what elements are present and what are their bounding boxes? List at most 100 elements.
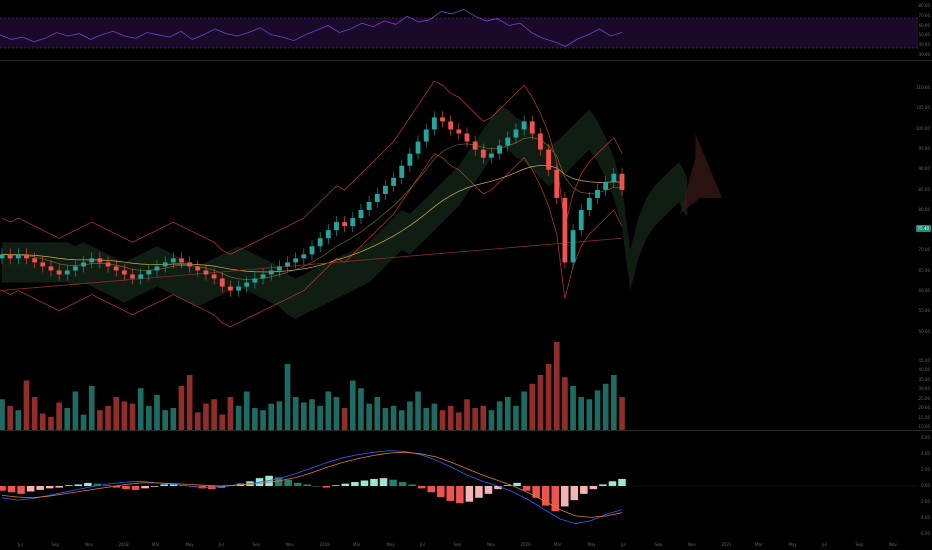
pane-divider[interactable] [0,60,932,61]
time-axis-label: May [185,542,194,547]
candle-body [415,141,421,154]
volume-bar [252,408,258,430]
volume-bar [31,397,38,430]
volume-bar [162,410,168,430]
volume-pane[interactable]: 45.00 40.00 35.00 30.00 25.00 20.00 15.00 10.00 [0,340,932,430]
macd-histogram-bar [608,481,617,486]
candle-body [448,121,454,130]
candle-body [407,153,413,166]
axis-tick-label: 70.00 [918,247,930,253]
candle-body [97,258,103,263]
volume-bar [586,399,593,430]
volume-bar [97,410,103,430]
time-axis-label: Jul [621,542,626,547]
candle-body [399,165,405,178]
candle-body [64,270,70,275]
volume-bar [366,403,372,430]
candle-body [546,149,551,170]
time-axis[interactable]: Jul Sep Nov 2018 Mar May Jul Sep Nov 2019 Mar May Ju… [0,541,918,550]
candle-body [252,278,258,283]
axis-tick-label: 60.00 [918,22,930,28]
macd-histogram-bar [332,485,340,486]
candle-body [554,169,560,198]
volume-bar [562,377,568,430]
axis-tick-label: 25.00 [918,395,930,401]
time-axis-label: 2018 [118,542,129,547]
axis-tick-label: 0.00 [921,483,930,488]
time-axis-label: Mar [554,542,562,547]
axis-tick-label: -4.00 [919,515,930,520]
volume-bar [545,364,552,430]
macd-histogram-bar [284,479,292,486]
volume-bar [72,391,79,430]
macd-histogram-bar [561,486,569,507]
volume-bar [121,401,128,430]
time-axis-label: Nov [286,542,294,547]
axis-tick-label: 2.00 [921,467,930,472]
macd-histogram-bar [26,486,35,492]
axis-tick-label: 90.00 [918,166,930,172]
macd-histogram-bar [522,486,531,491]
volume-bar [88,386,95,430]
candle-body [456,129,462,134]
macd-histogram-bar [322,486,331,488]
macd-histogram-bar [446,486,455,501]
candle-body [32,258,38,263]
axis-tick-label: 50.00 [918,328,930,334]
axis-tick-label: 30.00 [918,52,930,57]
candle-body [301,254,307,259]
future-cloud [680,133,722,215]
time-axis-label: Mar [755,542,763,547]
rsi-price-axis: 80.00 70.00 60.00 50.00 40.00 30.00 [916,0,932,58]
candle-body [366,201,372,211]
macd-histogram-bar [389,479,397,486]
macd-pane[interactable]: 6.00 4.00 2.00 0.00 -2.00 -4.00 -6.00 [0,431,932,541]
volume-bar [211,399,217,430]
macd-histogram-bar [208,486,216,490]
macd-histogram-bar [36,486,44,490]
volume-bar [456,412,462,430]
macd-histogram-bar [398,482,407,486]
volume-bar [431,403,438,430]
macd-histogram-bar [293,482,302,486]
macd-axis: 6.00 4.00 2.00 0.00 -2.00 -4.00 -6.00 [916,431,932,541]
macd-histogram-bar [618,478,626,486]
candle-body [162,262,168,267]
axis-tick-label: 60.00 [918,288,930,294]
candle-body [228,286,233,291]
axis-tick-label: 80.00 [918,3,930,8]
macd-histogram-bar [74,484,83,486]
volume-bar [194,412,201,430]
axis-tick-label: 6.00 [921,435,930,440]
candle-body [529,121,535,134]
candle-body [211,274,217,279]
candle-body [7,254,13,259]
candle-body [440,117,445,122]
candle-body [138,274,144,279]
candle-body [48,266,54,271]
macd-histogram-bar [551,486,559,512]
macd-histogram-bar [484,486,493,494]
price-pane[interactable]: 110.00 105.00 100.00 95.00 90.00 85.00 80.00 75… [0,61,932,354]
rsi-pane[interactable]: 80.00 70.00 60.00 50.00 40.00 30.00 [0,0,932,58]
candle-body [538,133,543,150]
price-chart [0,80,722,328]
macd-histogram-bar [112,486,121,488]
volume-bar [423,408,430,430]
pane-divider[interactable] [0,430,932,431]
candle-body [350,218,356,227]
axis-tick-label: 40.00 [918,42,930,48]
ema-slow-line [1,164,623,273]
rsi-line [0,8,623,47]
macd-histogram-bar [437,486,445,497]
time-axis-label: Jul [219,542,224,547]
macd-histogram-bar [65,485,73,486]
volume-bar [268,403,275,430]
volume-bar [341,408,348,430]
candle-body [268,270,274,275]
volume-bar [513,405,519,430]
macd-histogram-bar [513,482,521,486]
macd-histogram-bar [150,486,159,487]
axis-tick-label: 85.00 [918,186,930,192]
volume-bar [105,405,111,430]
